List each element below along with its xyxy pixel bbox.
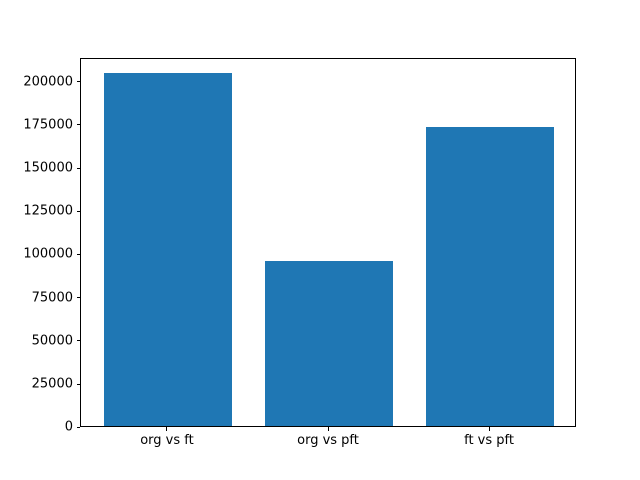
bar-org-vs-pft	[264, 261, 394, 427]
y-tick-label: 25000	[31, 376, 73, 392]
y-tick-mark	[76, 253, 80, 255]
y-tick-label: 200000	[23, 74, 73, 90]
plot-area	[80, 57, 576, 428]
x-tick-mark	[166, 427, 168, 431]
y-tick-label: 0	[64, 419, 73, 435]
y-tick-mark	[76, 124, 80, 126]
bar-ft-vs-pft	[425, 126, 555, 427]
bar-org-vs-ft	[103, 73, 233, 427]
y-tick-mark	[76, 340, 80, 342]
y-tick-label: 100000	[23, 246, 73, 262]
y-tick-label: 50000	[31, 333, 73, 349]
x-tick-label-org-vs-ft: org vs ft	[140, 433, 194, 449]
y-tick-label: 125000	[23, 203, 73, 219]
y-tick-mark	[76, 426, 80, 428]
x-tick-label-ft-vs-pft: ft vs pft	[464, 433, 514, 449]
y-tick-mark	[76, 210, 80, 212]
y-tick-label: 150000	[23, 160, 73, 176]
y-tick-mark	[76, 297, 80, 299]
x-tick-label-org-vs-pft: org vs pft	[297, 433, 359, 449]
y-tick-mark	[76, 167, 80, 169]
x-tick-mark	[488, 427, 490, 431]
y-tick-label: 175000	[23, 117, 73, 133]
y-tick-mark	[76, 81, 80, 83]
y-tick-label: 75000	[31, 290, 73, 306]
y-tick-mark	[76, 383, 80, 385]
x-tick-mark	[327, 427, 329, 431]
